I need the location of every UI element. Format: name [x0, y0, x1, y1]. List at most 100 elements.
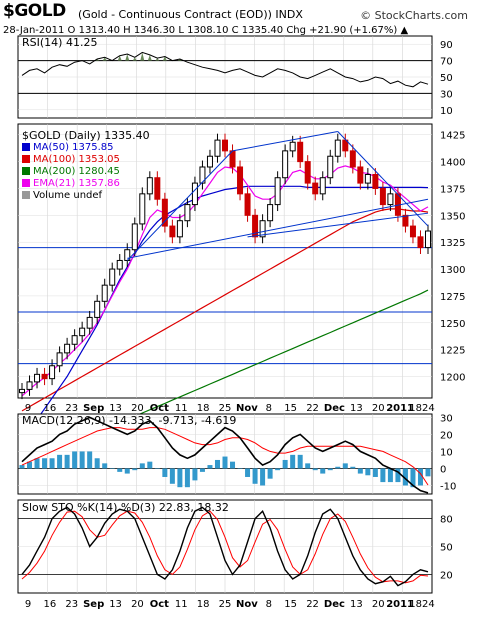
price-tick-label: 1250	[440, 319, 465, 330]
candle-body	[387, 193, 394, 206]
sto-tick-label: 50	[440, 543, 453, 554]
candle-body	[56, 352, 63, 367]
date-label: 20	[131, 599, 144, 610]
macd-histogram-bar	[79, 451, 85, 469]
macd-histogram-bar	[297, 454, 303, 469]
candle-body	[79, 327, 86, 337]
trend-line	[337, 131, 429, 227]
rsi-line	[21, 51, 429, 88]
macd-histogram-bar	[350, 466, 356, 469]
price-tick-label: 1200	[440, 373, 465, 384]
macd-histogram-bar	[372, 468, 378, 477]
macd-histogram-bar	[260, 468, 266, 486]
macd-histogram-bar	[380, 468, 386, 483]
quote-line: 28-Jan-2011 O 1313.40 H 1346.30 L 1308.1…	[3, 25, 409, 36]
macd-histogram-bar	[282, 459, 288, 469]
macd-tick-label: 10	[440, 447, 453, 458]
sto-tick-label: 20	[440, 570, 453, 581]
macd-histogram-bar	[387, 468, 393, 483]
candle-body	[334, 139, 341, 157]
macd-histogram-bar	[245, 468, 251, 477]
rsi-tick-label: 70	[440, 57, 453, 68]
price-title: $GOLD (Daily) 1335.40	[22, 129, 150, 142]
date-label: 13	[109, 599, 122, 610]
date-label: 9	[25, 599, 31, 610]
macd-histogram-bar	[327, 468, 333, 471]
candle-body	[425, 230, 431, 249]
macd-histogram-bar	[34, 458, 40, 469]
candle-body	[169, 225, 176, 238]
rsi-title: RSI(14) 41.25	[22, 36, 97, 49]
date-label: 16	[44, 599, 57, 610]
macd-histogram-bar	[87, 451, 93, 469]
legend-swatch	[22, 179, 30, 187]
date-label: 13	[109, 403, 122, 414]
trend-line	[127, 198, 429, 259]
candle-body	[109, 268, 116, 286]
macd-tick-label: -10	[440, 481, 456, 492]
date-label: Sep	[83, 403, 104, 414]
candle-body	[214, 139, 221, 157]
macd-tick-label: 0	[440, 464, 446, 475]
macd-signal-line	[21, 427, 429, 486]
macd-histogram-bar	[102, 463, 108, 469]
macd-histogram-bar	[252, 468, 258, 484]
candle-body	[282, 150, 289, 179]
date-label: 15	[284, 599, 297, 610]
candle-body	[312, 182, 319, 195]
legend-entry: Volume undef	[33, 190, 103, 201]
macd-histogram-bar	[124, 468, 130, 474]
candle-body	[19, 388, 25, 394]
macd-histogram-bar	[132, 468, 138, 471]
macd-histogram-bar	[139, 463, 145, 469]
date-label: 16	[44, 403, 57, 414]
candle-body	[409, 225, 416, 238]
candle-body	[357, 166, 364, 184]
legend-swatch	[22, 155, 30, 163]
candle-body	[364, 174, 371, 184]
date-label: 18	[197, 403, 210, 414]
candle-body	[184, 204, 191, 222]
legend-entry: MA(200) 1280.45	[33, 166, 120, 177]
price-tick-label: 1350	[440, 211, 465, 222]
date-label: 11	[175, 599, 188, 610]
trend-line	[232, 131, 338, 152]
sto-title: Slow STO %K(14) %D(3) 22.83, 18.32	[22, 501, 229, 514]
macd-histogram-bar	[357, 468, 363, 474]
legend-swatch	[22, 143, 30, 151]
candle-body	[176, 220, 183, 238]
macd-histogram-bar	[19, 465, 25, 469]
date-label: 22	[306, 403, 319, 414]
candle-body	[86, 316, 93, 329]
candle-body	[402, 214, 409, 227]
macd-histogram-bar	[49, 458, 55, 469]
date-label: 9	[25, 403, 31, 414]
sto-tick-label: 80	[440, 515, 453, 526]
candle-body	[237, 166, 244, 195]
date-label: 8	[266, 599, 272, 610]
macd-histogram-bar	[395, 468, 401, 483]
candle-body	[64, 343, 71, 354]
symbol-title: $GOLD	[3, 1, 66, 21]
macd-histogram-bar	[320, 468, 326, 474]
trend-line	[247, 212, 429, 238]
candle-body	[417, 236, 424, 249]
macd-histogram-bar	[64, 454, 70, 469]
macd-histogram-bar	[312, 468, 318, 471]
macd-histogram-bar	[214, 459, 220, 469]
macd-histogram-bar	[72, 451, 78, 469]
date-label: 2011	[386, 403, 414, 414]
date-label: 20	[372, 599, 385, 610]
symbol-description: (Gold - Continuous Contract (EOD)) INDX	[78, 8, 303, 21]
rsi-tick-label: 10	[440, 106, 453, 117]
candle-body	[206, 155, 213, 168]
date-label: 18	[197, 599, 210, 610]
candle-body	[319, 177, 326, 195]
rsi-tick-label: 50	[440, 73, 453, 84]
macd-histogram-bar	[154, 468, 160, 469]
macd-histogram-bar	[169, 468, 175, 484]
candle-body	[259, 220, 266, 238]
candle-body	[289, 141, 296, 152]
macd-histogram-bar	[417, 468, 423, 486]
rsi-overbought-fill	[95, 52, 182, 61]
